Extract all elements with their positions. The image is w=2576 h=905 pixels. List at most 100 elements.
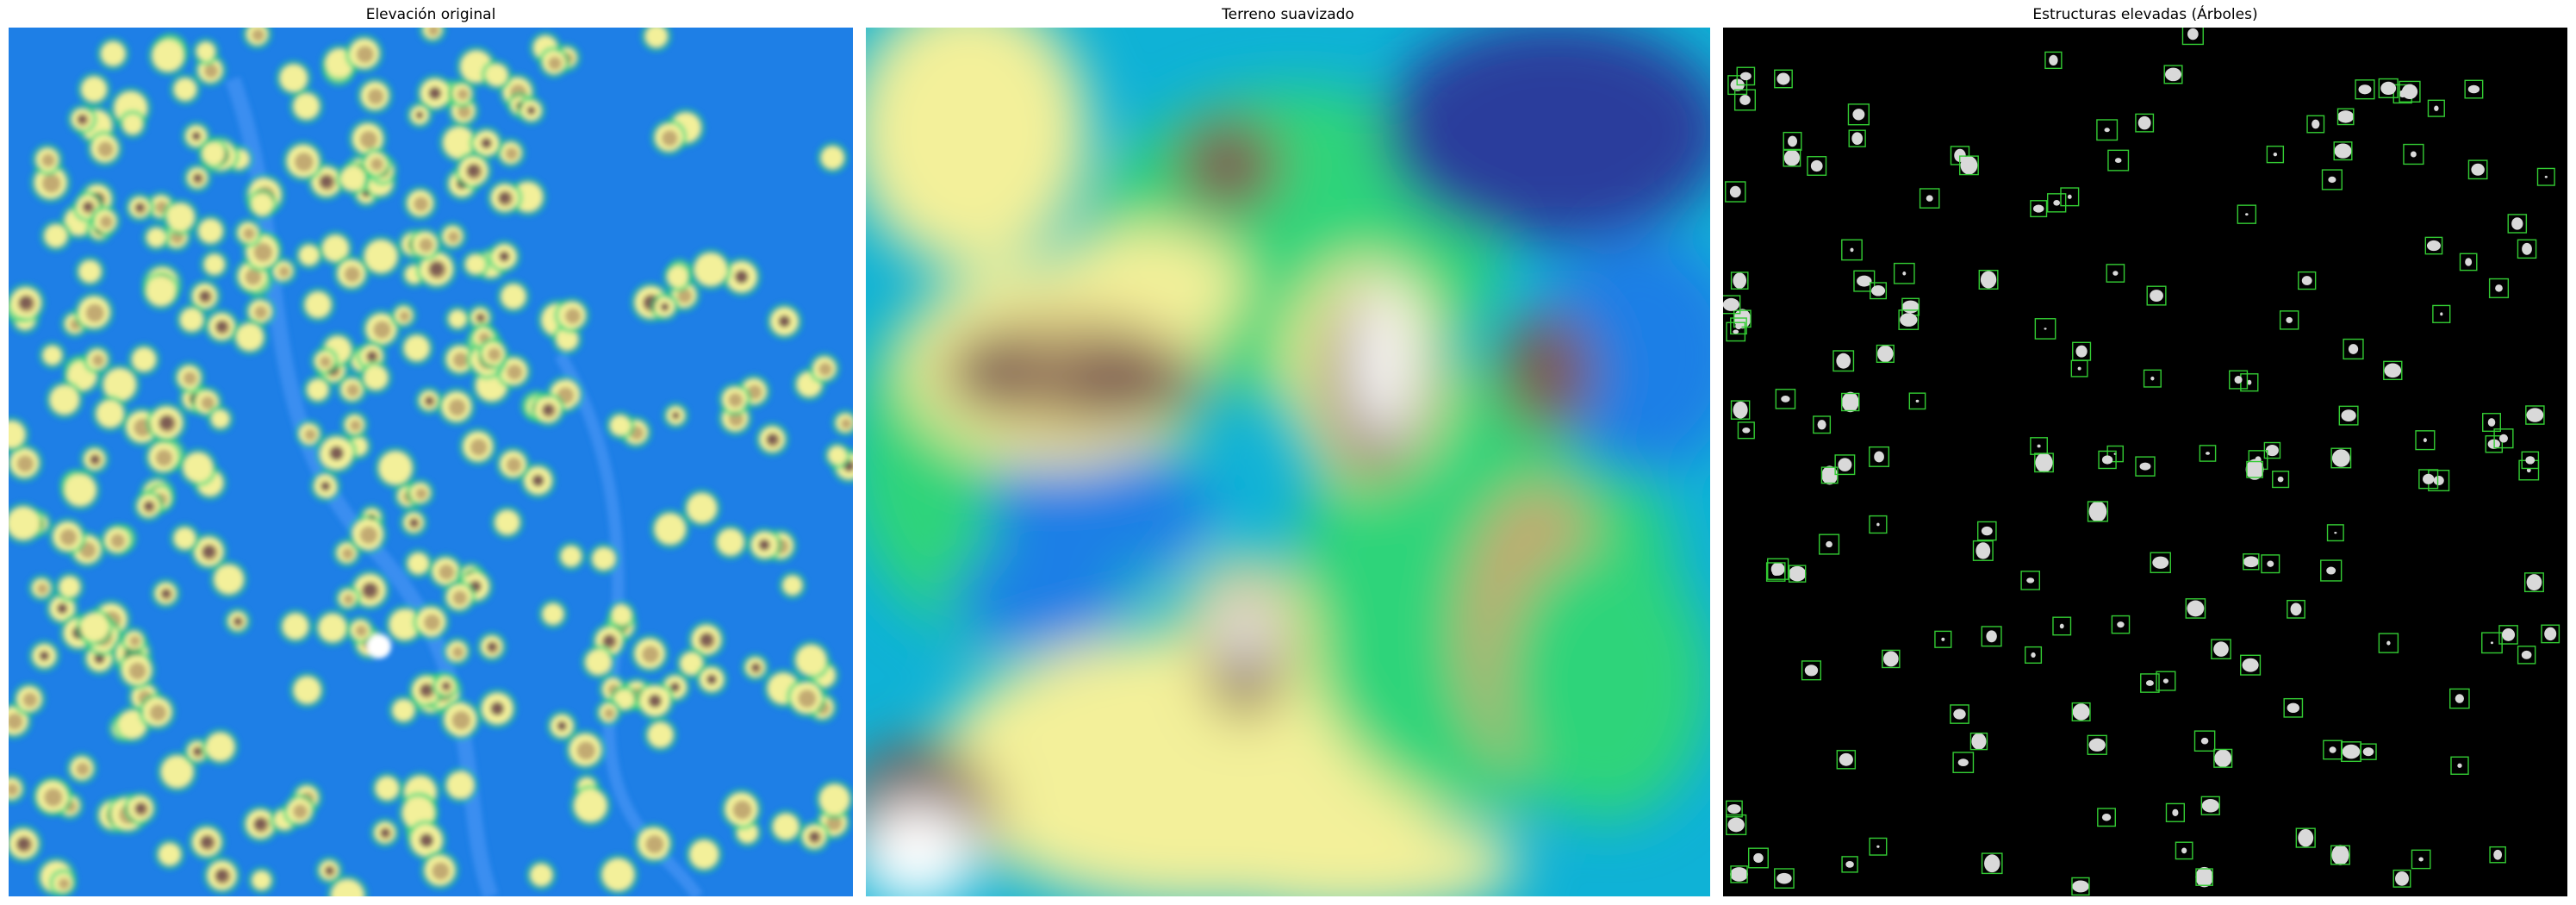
detected-tree (1841, 391, 1860, 413)
detected-tree (2087, 734, 2107, 755)
detected-tree (2392, 869, 2411, 888)
detected-tree (2200, 796, 2220, 815)
detected-tree (2464, 79, 2484, 99)
detected-tree (2459, 253, 2478, 272)
detected-tree (1981, 626, 2002, 647)
detected-tree (2261, 554, 2280, 574)
detected-tree (1819, 534, 1840, 555)
detected-tree (2156, 671, 2176, 691)
detected-tree (2343, 338, 2364, 360)
detected-tree (2320, 559, 2343, 582)
detected-tree (2181, 28, 2204, 46)
detected-tree (2338, 405, 2359, 426)
detected-tree (2424, 236, 2443, 255)
detected-tree (2399, 80, 2421, 103)
detected-tree (1730, 317, 1747, 335)
detected-tree (2211, 639, 2231, 659)
detected-tree (1813, 415, 1832, 434)
detected-tree (1730, 865, 1749, 883)
detected-tree (2493, 428, 2514, 449)
detected-tree (1969, 732, 1988, 751)
detected-tree (2411, 849, 2431, 870)
detected-tree (2507, 214, 2528, 234)
detected-tree (2272, 471, 2290, 489)
detected-tree (2020, 571, 2040, 590)
detected-tree (2150, 552, 2171, 573)
detected-tree (1725, 181, 1746, 203)
detected-tree (1959, 155, 1979, 176)
detected-tree (2143, 369, 2162, 388)
detected-tree (2306, 115, 2325, 134)
detected-tree (2418, 469, 2439, 490)
detected-tree (1775, 389, 1796, 409)
detected-tree (2245, 459, 2264, 480)
detected-tree (2295, 827, 2316, 848)
detected-tree (2336, 108, 2355, 126)
panel-title: Elevación original (365, 6, 496, 23)
detected-tree (1733, 89, 1757, 111)
detected-tree (2355, 79, 2375, 100)
detected-tree (1747, 847, 1769, 869)
detected-tree (2378, 633, 2399, 653)
detected-tree (1832, 350, 1855, 372)
detected-tree (2107, 149, 2130, 172)
detected-tree (2482, 413, 2502, 433)
detected-tree (2199, 445, 2217, 462)
detected-tree (2229, 370, 2249, 390)
detected-tree (2283, 697, 2304, 718)
detected-tree (2321, 169, 2343, 190)
detected-tree (2193, 730, 2216, 752)
detected-tree (2517, 239, 2537, 259)
detected-tree (1869, 515, 1888, 534)
panel-title: Estructuras elevadas (Árboles) (2032, 6, 2258, 23)
detected-tree (2378, 78, 2399, 98)
detected-tree (1836, 750, 1857, 770)
detected-tree (1726, 800, 1743, 818)
detected-tree (1972, 540, 1994, 561)
detected-tree (2333, 141, 2353, 161)
detected-tree (2517, 646, 2536, 665)
detected-tree (2146, 285, 2167, 306)
detected-tree (1774, 868, 1795, 889)
detected-tree (2298, 271, 2317, 290)
detected-tree (1820, 465, 1839, 485)
detected-tree (1723, 295, 1741, 315)
detected-tree (1774, 69, 1793, 89)
detected-tree (2521, 451, 2540, 470)
detected-tree (2163, 65, 2183, 84)
detected-tree (1882, 649, 1901, 669)
detected-tree (2072, 341, 2092, 361)
detected-tree (2383, 360, 2403, 381)
detected-tree (2213, 748, 2233, 768)
detected-tree (2060, 187, 2080, 207)
panel-elevated-structures: Estructuras elevadas (Árboles) (1723, 0, 2567, 905)
detected-tree (2140, 673, 2160, 693)
detected-tree (1870, 282, 1888, 300)
detected-tree (1934, 630, 1952, 648)
detected-tree (2536, 167, 2555, 186)
tree-detection-map (1723, 28, 2567, 896)
detected-tree (1730, 272, 1749, 290)
detected-tree (2097, 808, 2116, 827)
detected-tree (2330, 845, 2350, 865)
detected-tree (1848, 129, 1866, 147)
detected-tree (1737, 421, 1755, 440)
detected-tree (2087, 501, 2109, 522)
detected-tree (1783, 131, 1802, 151)
detected-tree (1919, 188, 1940, 209)
detected-tree (1908, 392, 1926, 410)
detected-tree (1834, 454, 1856, 476)
detected-tree (2052, 616, 2072, 636)
detected-tree (2287, 599, 2305, 619)
detected-tree (2071, 877, 2090, 896)
detected-tree (2096, 119, 2119, 141)
detected-tree (1841, 856, 1858, 873)
detected-tree (1950, 704, 1969, 724)
detected-tree (2330, 447, 2352, 469)
detected-tree (1952, 752, 1975, 774)
detected-tree (2030, 200, 2048, 218)
detected-tree (2541, 624, 2560, 644)
detected-tree (1726, 321, 1746, 342)
detected-tree (1847, 103, 1870, 126)
detected-tree (1869, 446, 1890, 467)
